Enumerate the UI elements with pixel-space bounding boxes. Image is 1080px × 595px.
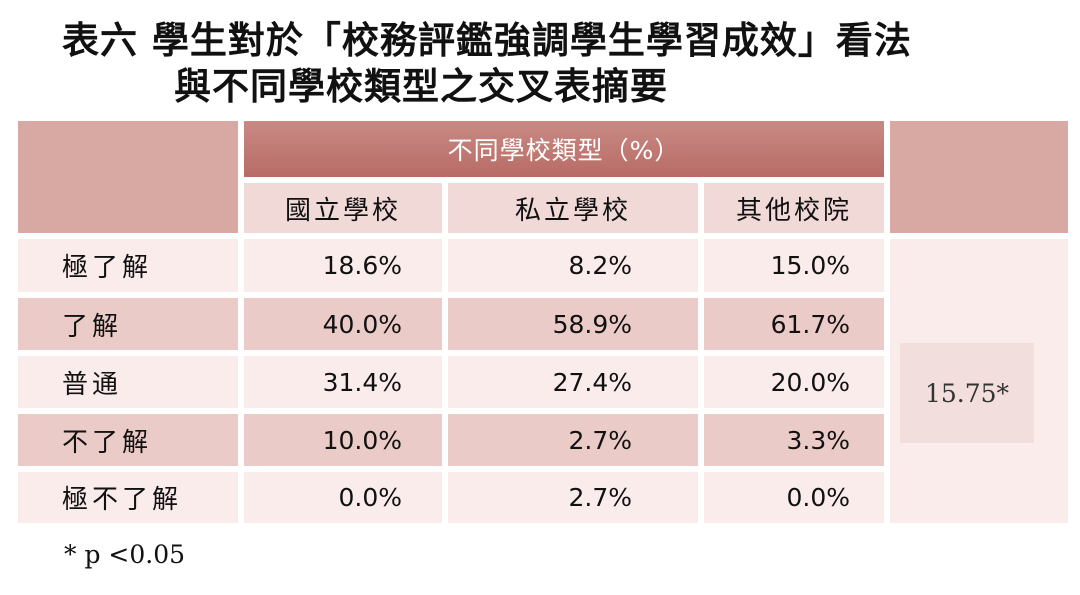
cell-very-understand-private: 8.2% [448,239,698,292]
row-label-neutral: 普通 [18,356,238,408]
column-header-other: 其他校院 [704,183,884,233]
row-label-very-understand: 極了解 [18,239,238,292]
corner-header-cell [18,121,238,233]
chi-square-value: 15.75* [900,343,1034,443]
cell-very-not-understand-other: 0.0% [704,472,884,523]
page-title: 表六 學生對於「校務評鑑強調學生學習成效」看法 與不同學校類型之交叉表摘要 [62,18,912,110]
cell-very-understand-national: 18.6% [244,239,442,292]
cell-not-understand-national: 10.0% [244,414,442,466]
cell-not-understand-private: 2.7% [448,414,698,466]
cell-understand-national: 40.0% [244,298,442,350]
row-label-understand: 了解 [18,298,238,350]
cell-very-understand-other: 15.0% [704,239,884,292]
school-type-group-header: 不同學校類型（%） [244,121,884,177]
row-label-very-not-understand: 極不了解 [18,472,238,523]
row-label-not-understand: 不了解 [18,414,238,466]
significance-footnote: * p <0.05 [64,540,186,569]
title-line-2: 與不同學校類型之交叉表摘要 [174,65,668,108]
chi-square-header-cell [890,121,1068,233]
cell-understand-other: 61.7% [704,298,884,350]
title-line-1: 表六 學生對於「校務評鑑強調學生學習成效」看法 [62,19,912,62]
cell-neutral-other: 20.0% [704,356,884,408]
column-header-private: 私立學校 [448,183,698,233]
cell-very-not-understand-private: 2.7% [448,472,698,523]
cell-understand-private: 58.9% [448,298,698,350]
column-header-national: 國立學校 [244,183,442,233]
cell-not-understand-other: 3.3% [704,414,884,466]
cell-very-not-understand-national: 0.0% [244,472,442,523]
cell-neutral-national: 31.4% [244,356,442,408]
cell-neutral-private: 27.4% [448,356,698,408]
